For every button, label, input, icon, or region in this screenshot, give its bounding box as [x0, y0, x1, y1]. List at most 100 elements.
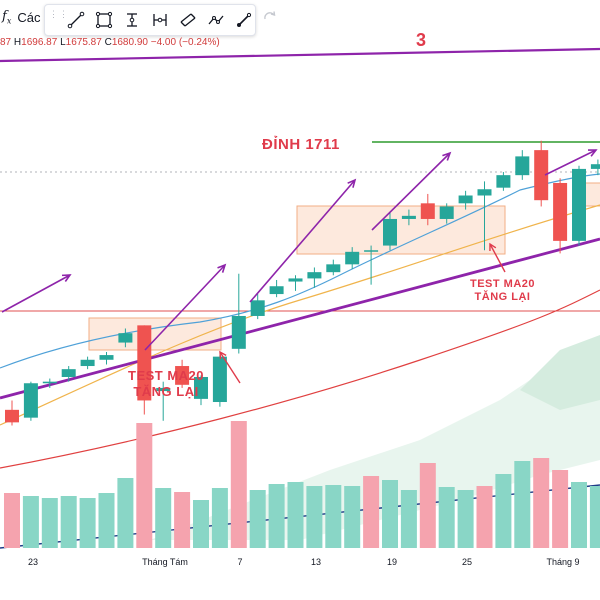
candle-body	[288, 278, 303, 282]
x-label-7: 7	[237, 557, 243, 567]
open-value: 87	[0, 37, 12, 48]
volume-bar	[174, 492, 191, 548]
volume-bar	[552, 470, 569, 548]
volume-bar	[155, 488, 172, 548]
trend-arrow-2	[144, 264, 226, 351]
consolidation-box-2	[296, 205, 506, 255]
volume-bar	[249, 490, 266, 548]
trend-arrow-1-head	[61, 274, 72, 282]
candle-body	[23, 383, 38, 418]
drawing-tools-label[interactable]: Các	[17, 9, 41, 25]
volume-bar	[495, 474, 512, 548]
trend-arrow-3-head	[347, 178, 357, 188]
time-axis[interactable]: 23 Tháng Tám 7 13 19 25 Tháng 9	[0, 548, 600, 600]
x-label-23: 23	[27, 557, 39, 567]
volume-bar	[400, 490, 417, 548]
ma200-line	[0, 289, 600, 469]
drawing-toolbar: fx Các ⋮⋮	[0, 0, 600, 36]
trend-arrow-5	[544, 149, 597, 176]
volume-bar	[79, 498, 96, 548]
function-icon[interactable]: fx	[2, 8, 12, 26]
volume-bar	[419, 463, 436, 548]
volume-bar	[514, 461, 531, 548]
volume-bar	[230, 421, 247, 548]
candle-body	[250, 300, 265, 316]
candle-body	[383, 218, 397, 246]
trend-arrow-3	[249, 179, 356, 303]
candle-body	[118, 333, 133, 343]
volume-bar	[60, 496, 77, 548]
test-ma20-annotation-2: TEST MA20 TĂNG LẠI	[470, 278, 535, 304]
drag-handle[interactable]: ⋮⋮	[49, 9, 69, 19]
volume-bar	[476, 486, 493, 548]
candle-body	[534, 150, 549, 201]
low-value: 1675.87	[65, 37, 102, 48]
volume-bar	[41, 498, 58, 548]
test-ma20-2-line2: TĂNG LẠI	[474, 291, 531, 303]
candle-body	[212, 356, 227, 403]
candle-body	[137, 325, 152, 401]
volume-bar	[382, 480, 398, 548]
x-label-13: 13	[310, 557, 322, 567]
volume-bar	[193, 500, 209, 548]
x-label-thang-9: Tháng 9	[546, 557, 580, 567]
candle-body	[99, 355, 114, 360]
candle-body	[175, 366, 190, 385]
candle-body	[496, 175, 511, 188]
candle-body	[194, 376, 208, 399]
redo-icon[interactable]	[262, 8, 278, 24]
vertical-line-icon[interactable]	[120, 8, 143, 32]
trend-line-icon[interactable]	[64, 8, 87, 32]
close-key: C	[104, 37, 112, 48]
test-ma20-1-line2: TĂNG LẠI	[133, 384, 199, 399]
volume-bar	[117, 478, 134, 548]
candle-body	[364, 250, 379, 252]
volume-bar	[287, 482, 304, 548]
candle-body	[42, 381, 57, 384]
trend-arrow-1	[1, 274, 71, 313]
candle-body	[269, 286, 284, 295]
pointer-arrow-2-head	[489, 242, 497, 252]
brush-icon[interactable]	[232, 8, 255, 32]
horizontal-ray-icon[interactable]	[148, 8, 171, 32]
wave-3-label: 3	[416, 30, 427, 50]
candle-body	[439, 206, 454, 219]
volume-bar	[98, 493, 115, 548]
trend-arrow-5-head	[587, 149, 598, 157]
candle-body	[477, 189, 492, 196]
candle-body	[5, 409, 19, 423]
volume-bar	[533, 458, 550, 548]
candle-body	[590, 164, 600, 169]
candle-body	[326, 264, 341, 273]
volume-bar	[136, 423, 153, 548]
trend-arrow-4	[371, 152, 451, 231]
low-key: L	[60, 37, 66, 48]
pointer-arrow-1	[219, 351, 241, 384]
pointer-arrow-1-head	[219, 350, 227, 360]
x-label-thang-tam: Tháng Tám	[142, 557, 188, 567]
candle-body	[401, 215, 416, 219]
channel-bottom-line	[0, 237, 600, 400]
volume-bar	[211, 488, 228, 548]
volume-bar	[306, 486, 323, 548]
candle-body	[345, 251, 360, 265]
cloud-area-dense	[520, 335, 600, 410]
volume-bar	[438, 487, 455, 548]
candle-body	[156, 387, 171, 392]
channel-top-line	[0, 47, 600, 63]
path-icon[interactable]	[204, 8, 227, 32]
candle-body	[61, 369, 76, 377]
volume-bar	[325, 485, 342, 548]
rectangle-icon[interactable]	[92, 8, 115, 32]
x-label-19: 19	[386, 557, 398, 567]
candle-body	[458, 195, 473, 204]
test-ma20-2-line1: TEST MA20	[470, 278, 536, 290]
ohlc-legend: 87 H1696.87 L1675.87 C1680.90 −4.00 (−0.…	[0, 37, 220, 48]
volume-bar	[457, 490, 474, 548]
high-key: H	[13, 37, 22, 48]
test-ma20-1-line1: TEST MA20	[128, 368, 205, 383]
ma50-line	[0, 204, 600, 426]
high-value: 1696.87	[21, 37, 58, 48]
parallel-channel-icon[interactable]	[176, 8, 199, 32]
